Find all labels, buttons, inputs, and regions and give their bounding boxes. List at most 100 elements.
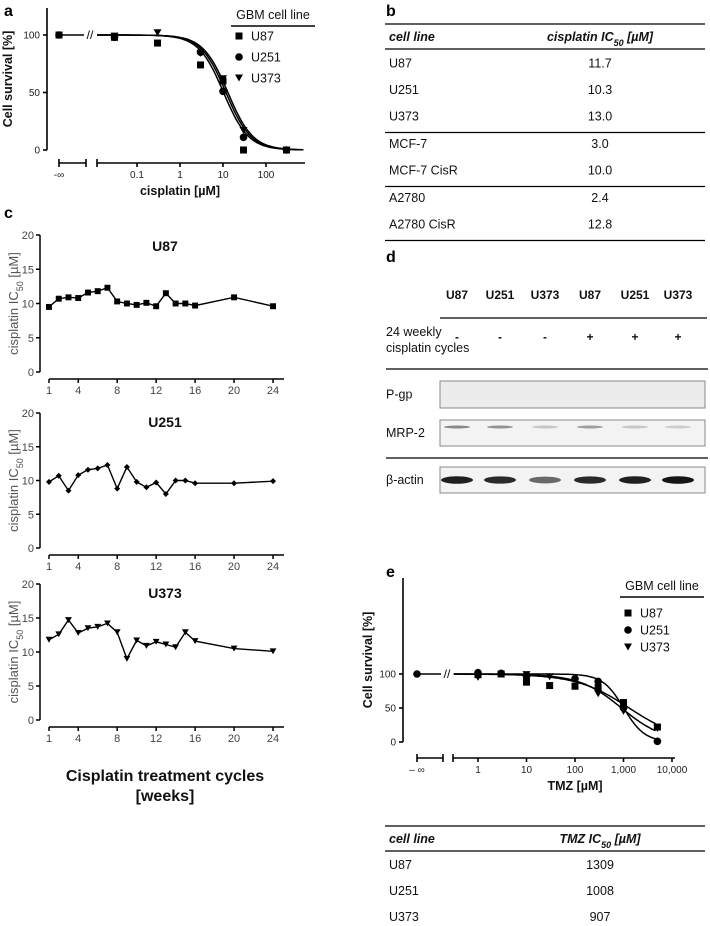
data-point-u373 (619, 707, 628, 715)
panel-label-c: c (4, 205, 13, 222)
y-tick-label: 100 (379, 670, 396, 681)
panel-b-cisplatin-ic50-table: cell line cisplatin IC50 [µM] U87 11.7 U251 1… (385, 23, 705, 242)
legend-label-u373: U373 (640, 641, 670, 655)
data-point-u373 (653, 724, 662, 732)
x-axis-label-line1: Cisplatin treatment cycles (66, 768, 264, 785)
data-point (123, 464, 130, 470)
table-cell-cell-line: A2780 CisR (389, 218, 456, 232)
data-point (182, 477, 189, 484)
legend-label-u87: U87 (251, 30, 274, 44)
data-point (75, 472, 82, 479)
treatment-sign: + (674, 330, 681, 344)
x-tick-label: 20 (228, 385, 240, 397)
panel-e-dose-response-tmz: 0 50 100 – ∞ 1 10 100 1,000 10,000 TMZ [µM] Cell s… (361, 578, 704, 793)
panel-a-dose-response-cisplatin: 0 50 100 -∞ 0.1 1 10 100 cisplatin [µM] Cell surv… (1, 8, 315, 198)
data-point (230, 645, 238, 652)
table-cell-ic50: 11.7 (588, 57, 611, 71)
fit-curve-u87 (453, 673, 656, 725)
data-point-u251 (594, 677, 602, 686)
x-tick-label: 1,000 (611, 765, 636, 776)
data-point (231, 480, 238, 487)
blot-strip-pgp (439, 380, 706, 409)
series-line (48, 286, 274, 308)
data-point-u373 (110, 32, 119, 40)
data-point-u251 (239, 133, 248, 142)
data-point-u373 (474, 673, 482, 681)
x-tick-label: 8 (114, 733, 120, 745)
data-point (133, 637, 141, 644)
band-actin (484, 476, 516, 484)
data-point (172, 477, 179, 484)
x-tick-label: 10 (521, 765, 533, 776)
data-point (104, 284, 111, 291)
data-point (46, 478, 52, 485)
x-tick-label: 4 (75, 561, 81, 573)
table-cell-ic50: 3.0 (591, 137, 608, 151)
table-cell-ic50: 1309 (586, 858, 614, 872)
table-cell-ic50: 10.0 (588, 164, 612, 178)
data-point (84, 289, 91, 296)
x-tick-label: -∞ (54, 170, 64, 181)
data-point-u87 (240, 146, 248, 154)
x-tick-label: 10,000 (657, 765, 688, 776)
data-point (104, 461, 111, 468)
data-point (114, 298, 121, 305)
data-point (65, 487, 72, 494)
panel-d-western-blot: U87 - U251 - U373 - U87 + U251 + U373 +24 weekly cis… (386, 288, 708, 494)
table-cell-cell-line: MCF-7 CisR (389, 164, 458, 178)
table-cell-cell-line: U87 (389, 57, 412, 71)
data-point (270, 478, 277, 485)
y-tick-label: 20 (22, 230, 34, 242)
table-cell-cell-line: U373 (389, 910, 419, 924)
x-tick-label: 12 (150, 733, 162, 745)
data-point (172, 300, 179, 307)
band-mrp2 (622, 425, 648, 429)
data-point (182, 300, 189, 307)
x-tick-label: 0.1 (130, 170, 144, 181)
column-header-cell-line: cell line (389, 30, 435, 44)
band-mrp2 (444, 425, 470, 429)
data-point (123, 655, 131, 662)
y-axis-label: cisplatin IC50 [µM] (6, 429, 25, 532)
legend-label-u251: U251 (640, 624, 670, 638)
data-point-u373 (522, 671, 531, 679)
data-point (55, 295, 62, 302)
band-mrp2 (577, 425, 603, 429)
subplot-title: U373 (148, 585, 182, 601)
series-line (48, 464, 274, 496)
x-tick-label: 100 (567, 765, 584, 776)
x-axis-label: TMZ [µM] (547, 779, 602, 793)
y-tick-label: 5 (28, 333, 34, 345)
data-point (192, 302, 199, 309)
data-point (104, 620, 111, 627)
x-tick-label: – ∞ (409, 765, 424, 776)
data-point (181, 629, 189, 636)
panel-label-b: b (386, 3, 396, 20)
treatment-sign: + (586, 330, 593, 344)
data-point (74, 629, 82, 636)
panel-label-d: d (386, 249, 396, 266)
x-tick-label: 12 (150, 561, 162, 573)
data-point (143, 484, 150, 491)
data-point (143, 299, 150, 306)
subplot-title: U87 (152, 238, 178, 254)
y-tick-label: 0 (34, 146, 40, 157)
x-tick-label: 4 (75, 733, 81, 745)
y-tick-label: 5 (28, 509, 34, 521)
data-point-u373 (153, 29, 162, 37)
series-line (48, 618, 274, 661)
table-cell-cell-line: MCF-7 (389, 137, 427, 151)
band-actin (662, 476, 694, 484)
legend-marker-u87 (235, 32, 243, 40)
data-point (65, 294, 72, 301)
y-tick-label: 0 (28, 543, 34, 555)
table-cell-ic50: 10.3 (588, 83, 612, 97)
y-tick-label: 100 (23, 31, 40, 42)
table-cell-cell-line: U251 (389, 884, 419, 898)
data-point-u251 (413, 670, 421, 678)
data-point-u87 (594, 684, 602, 692)
data-point-u251 (653, 737, 662, 746)
treatment-sign: + (631, 330, 638, 344)
